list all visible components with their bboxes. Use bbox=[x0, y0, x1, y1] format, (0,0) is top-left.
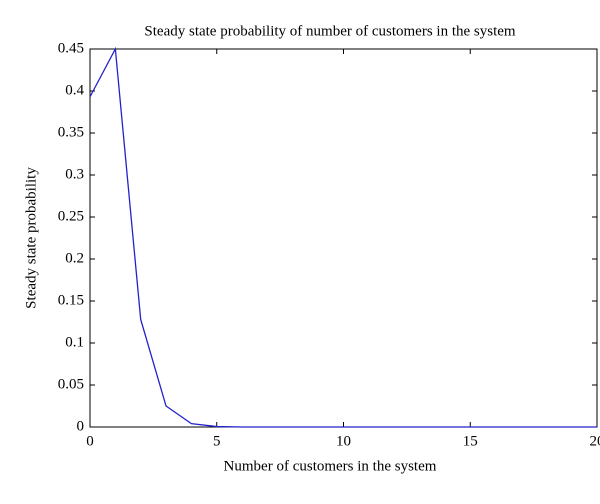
y-tick-label: 0 bbox=[77, 418, 85, 434]
y-tick-label: 0.2 bbox=[65, 250, 84, 266]
x-tick-label: 10 bbox=[336, 433, 351, 449]
y-tick-label: 0.4 bbox=[65, 82, 84, 98]
y-tick-label: 0.45 bbox=[58, 40, 84, 56]
y-tick-label: 0.25 bbox=[58, 208, 84, 224]
y-axis-label: Steady state probability bbox=[23, 167, 39, 309]
data-line bbox=[89, 46, 597, 428]
x-tick-label: 20 bbox=[590, 433, 600, 449]
x-tick-label: 5 bbox=[213, 433, 221, 449]
x-tick-label: 15 bbox=[463, 433, 478, 449]
y-tick-label: 0.15 bbox=[58, 292, 84, 308]
y-tick-label: 0.1 bbox=[65, 334, 84, 350]
x-tick-label: 0 bbox=[86, 433, 94, 449]
chart-title: Steady state probability of number of cu… bbox=[144, 23, 516, 39]
x-axis-label: Number of customers in the system bbox=[224, 458, 437, 474]
y-tick-label: 0.3 bbox=[65, 166, 84, 182]
y-tick-label: 0.05 bbox=[58, 376, 84, 392]
y-tick-label: 0.35 bbox=[58, 124, 84, 140]
